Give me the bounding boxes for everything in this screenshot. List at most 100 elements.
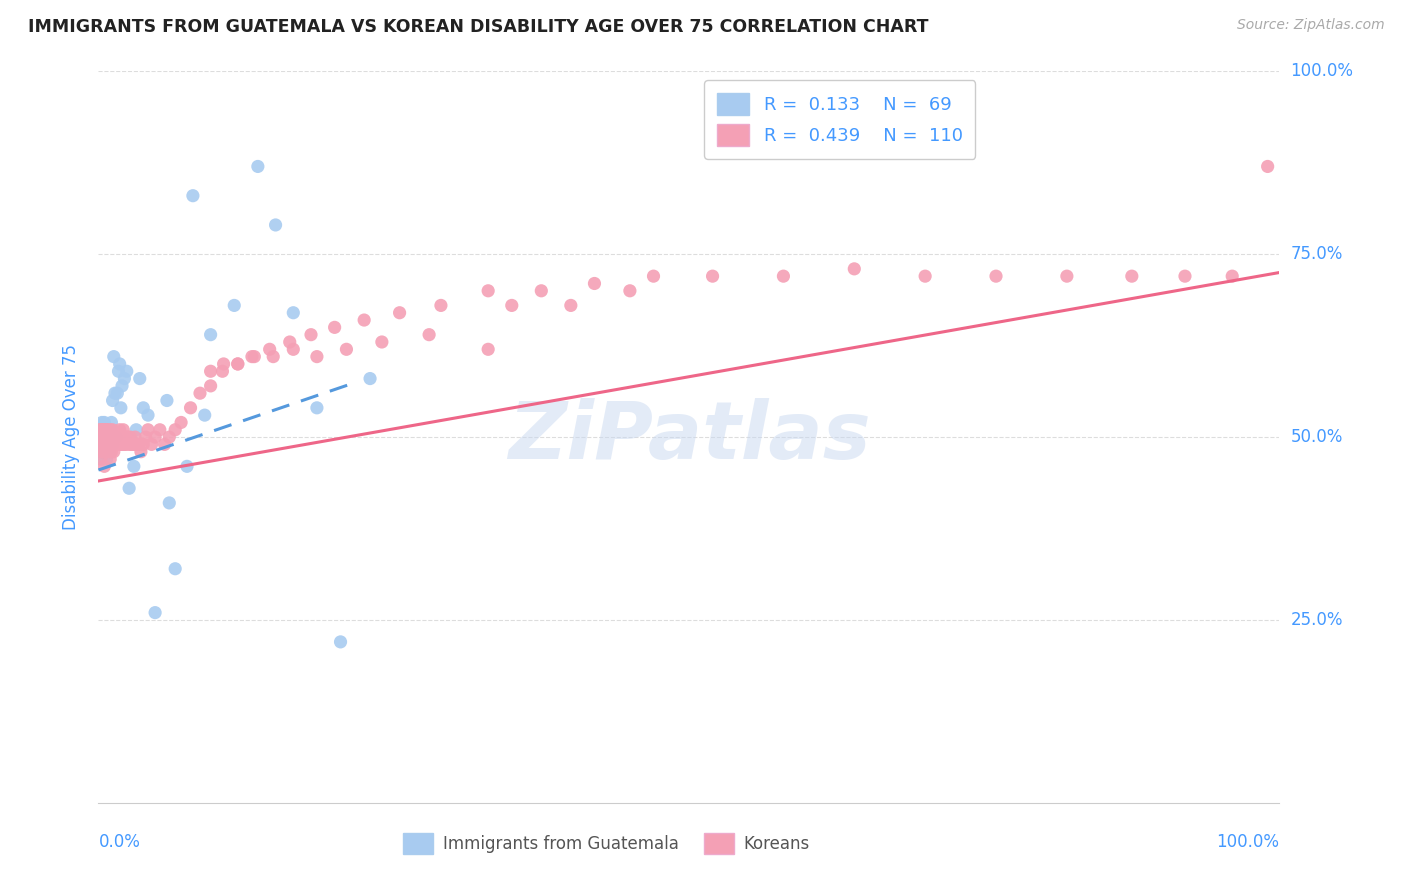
Point	[103, 444, 125, 458]
Point	[110, 437, 132, 451]
Point	[132, 401, 155, 415]
Point	[90, 423, 112, 437]
Point	[388, 306, 411, 320]
Point	[105, 386, 128, 401]
Point	[105, 430, 128, 444]
Point	[107, 430, 129, 444]
Point	[91, 423, 114, 437]
Point	[262, 350, 284, 364]
Point	[188, 386, 211, 401]
Point	[115, 430, 138, 444]
Point	[335, 343, 357, 357]
Point	[97, 423, 120, 437]
Point	[122, 437, 145, 451]
Point	[143, 430, 166, 444]
Point	[101, 437, 124, 451]
Text: 25.0%: 25.0%	[1291, 611, 1343, 629]
Point	[91, 423, 114, 437]
Point	[1257, 160, 1279, 174]
Point	[98, 423, 121, 437]
Point	[112, 423, 135, 437]
Point	[283, 343, 305, 357]
Point	[98, 430, 121, 444]
Point	[93, 430, 115, 444]
Point	[246, 160, 269, 174]
Point	[200, 327, 222, 342]
Point	[94, 444, 117, 458]
Point	[94, 430, 117, 444]
Point	[117, 430, 139, 444]
Point	[165, 423, 187, 437]
Legend: Immigrants from Guatemala, Koreans: Immigrants from Guatemala, Koreans	[396, 827, 817, 860]
Point	[100, 430, 122, 444]
Point	[91, 444, 114, 458]
Point	[89, 423, 111, 437]
Text: 100.0%: 100.0%	[1291, 62, 1354, 80]
Point	[643, 269, 665, 284]
Point	[91, 437, 114, 451]
Point	[89, 437, 111, 451]
Point	[430, 298, 453, 312]
Point	[96, 452, 118, 467]
Point	[194, 408, 217, 422]
Point	[136, 408, 159, 422]
Point	[112, 437, 135, 451]
Point	[299, 327, 322, 342]
Point	[305, 401, 328, 415]
Point	[111, 437, 134, 451]
Point	[115, 364, 138, 378]
Point	[98, 437, 121, 451]
Point	[143, 606, 166, 620]
Point	[91, 416, 114, 430]
Point	[530, 284, 553, 298]
Point	[323, 320, 346, 334]
Text: 75.0%: 75.0%	[1291, 245, 1343, 263]
Point	[118, 437, 141, 451]
Point	[105, 437, 128, 451]
Point	[91, 452, 114, 467]
Point	[108, 437, 131, 451]
Point	[136, 423, 159, 437]
Point	[278, 334, 301, 349]
Point	[176, 459, 198, 474]
Point	[89, 437, 111, 451]
Point	[560, 298, 582, 312]
Point	[224, 298, 246, 312]
Point	[128, 437, 150, 451]
Point	[619, 284, 641, 298]
Point	[93, 423, 115, 437]
Point	[114, 437, 136, 451]
Text: ZiPatlas: ZiPatlas	[508, 398, 870, 476]
Point	[121, 437, 143, 451]
Point	[101, 423, 124, 437]
Point	[98, 452, 121, 467]
Point	[91, 444, 114, 458]
Point	[240, 350, 263, 364]
Point	[101, 437, 124, 451]
Point	[157, 430, 180, 444]
Point	[89, 423, 111, 437]
Point	[170, 416, 193, 430]
Point	[96, 423, 118, 437]
Point	[89, 430, 111, 444]
Point	[418, 327, 440, 342]
Point	[103, 350, 125, 364]
Point	[118, 481, 141, 495]
Point	[128, 371, 150, 385]
Point	[93, 459, 115, 474]
Point	[153, 437, 176, 451]
Point	[101, 393, 124, 408]
Point	[96, 437, 118, 451]
Point	[104, 430, 127, 444]
Point	[772, 269, 794, 284]
Point	[105, 430, 128, 444]
Point	[91, 430, 114, 444]
Point	[103, 430, 125, 444]
Point	[305, 350, 328, 364]
Point	[94, 444, 117, 458]
Point	[243, 350, 266, 364]
Point	[157, 496, 180, 510]
Point	[124, 430, 146, 444]
Point	[702, 269, 724, 284]
Point	[844, 261, 866, 276]
